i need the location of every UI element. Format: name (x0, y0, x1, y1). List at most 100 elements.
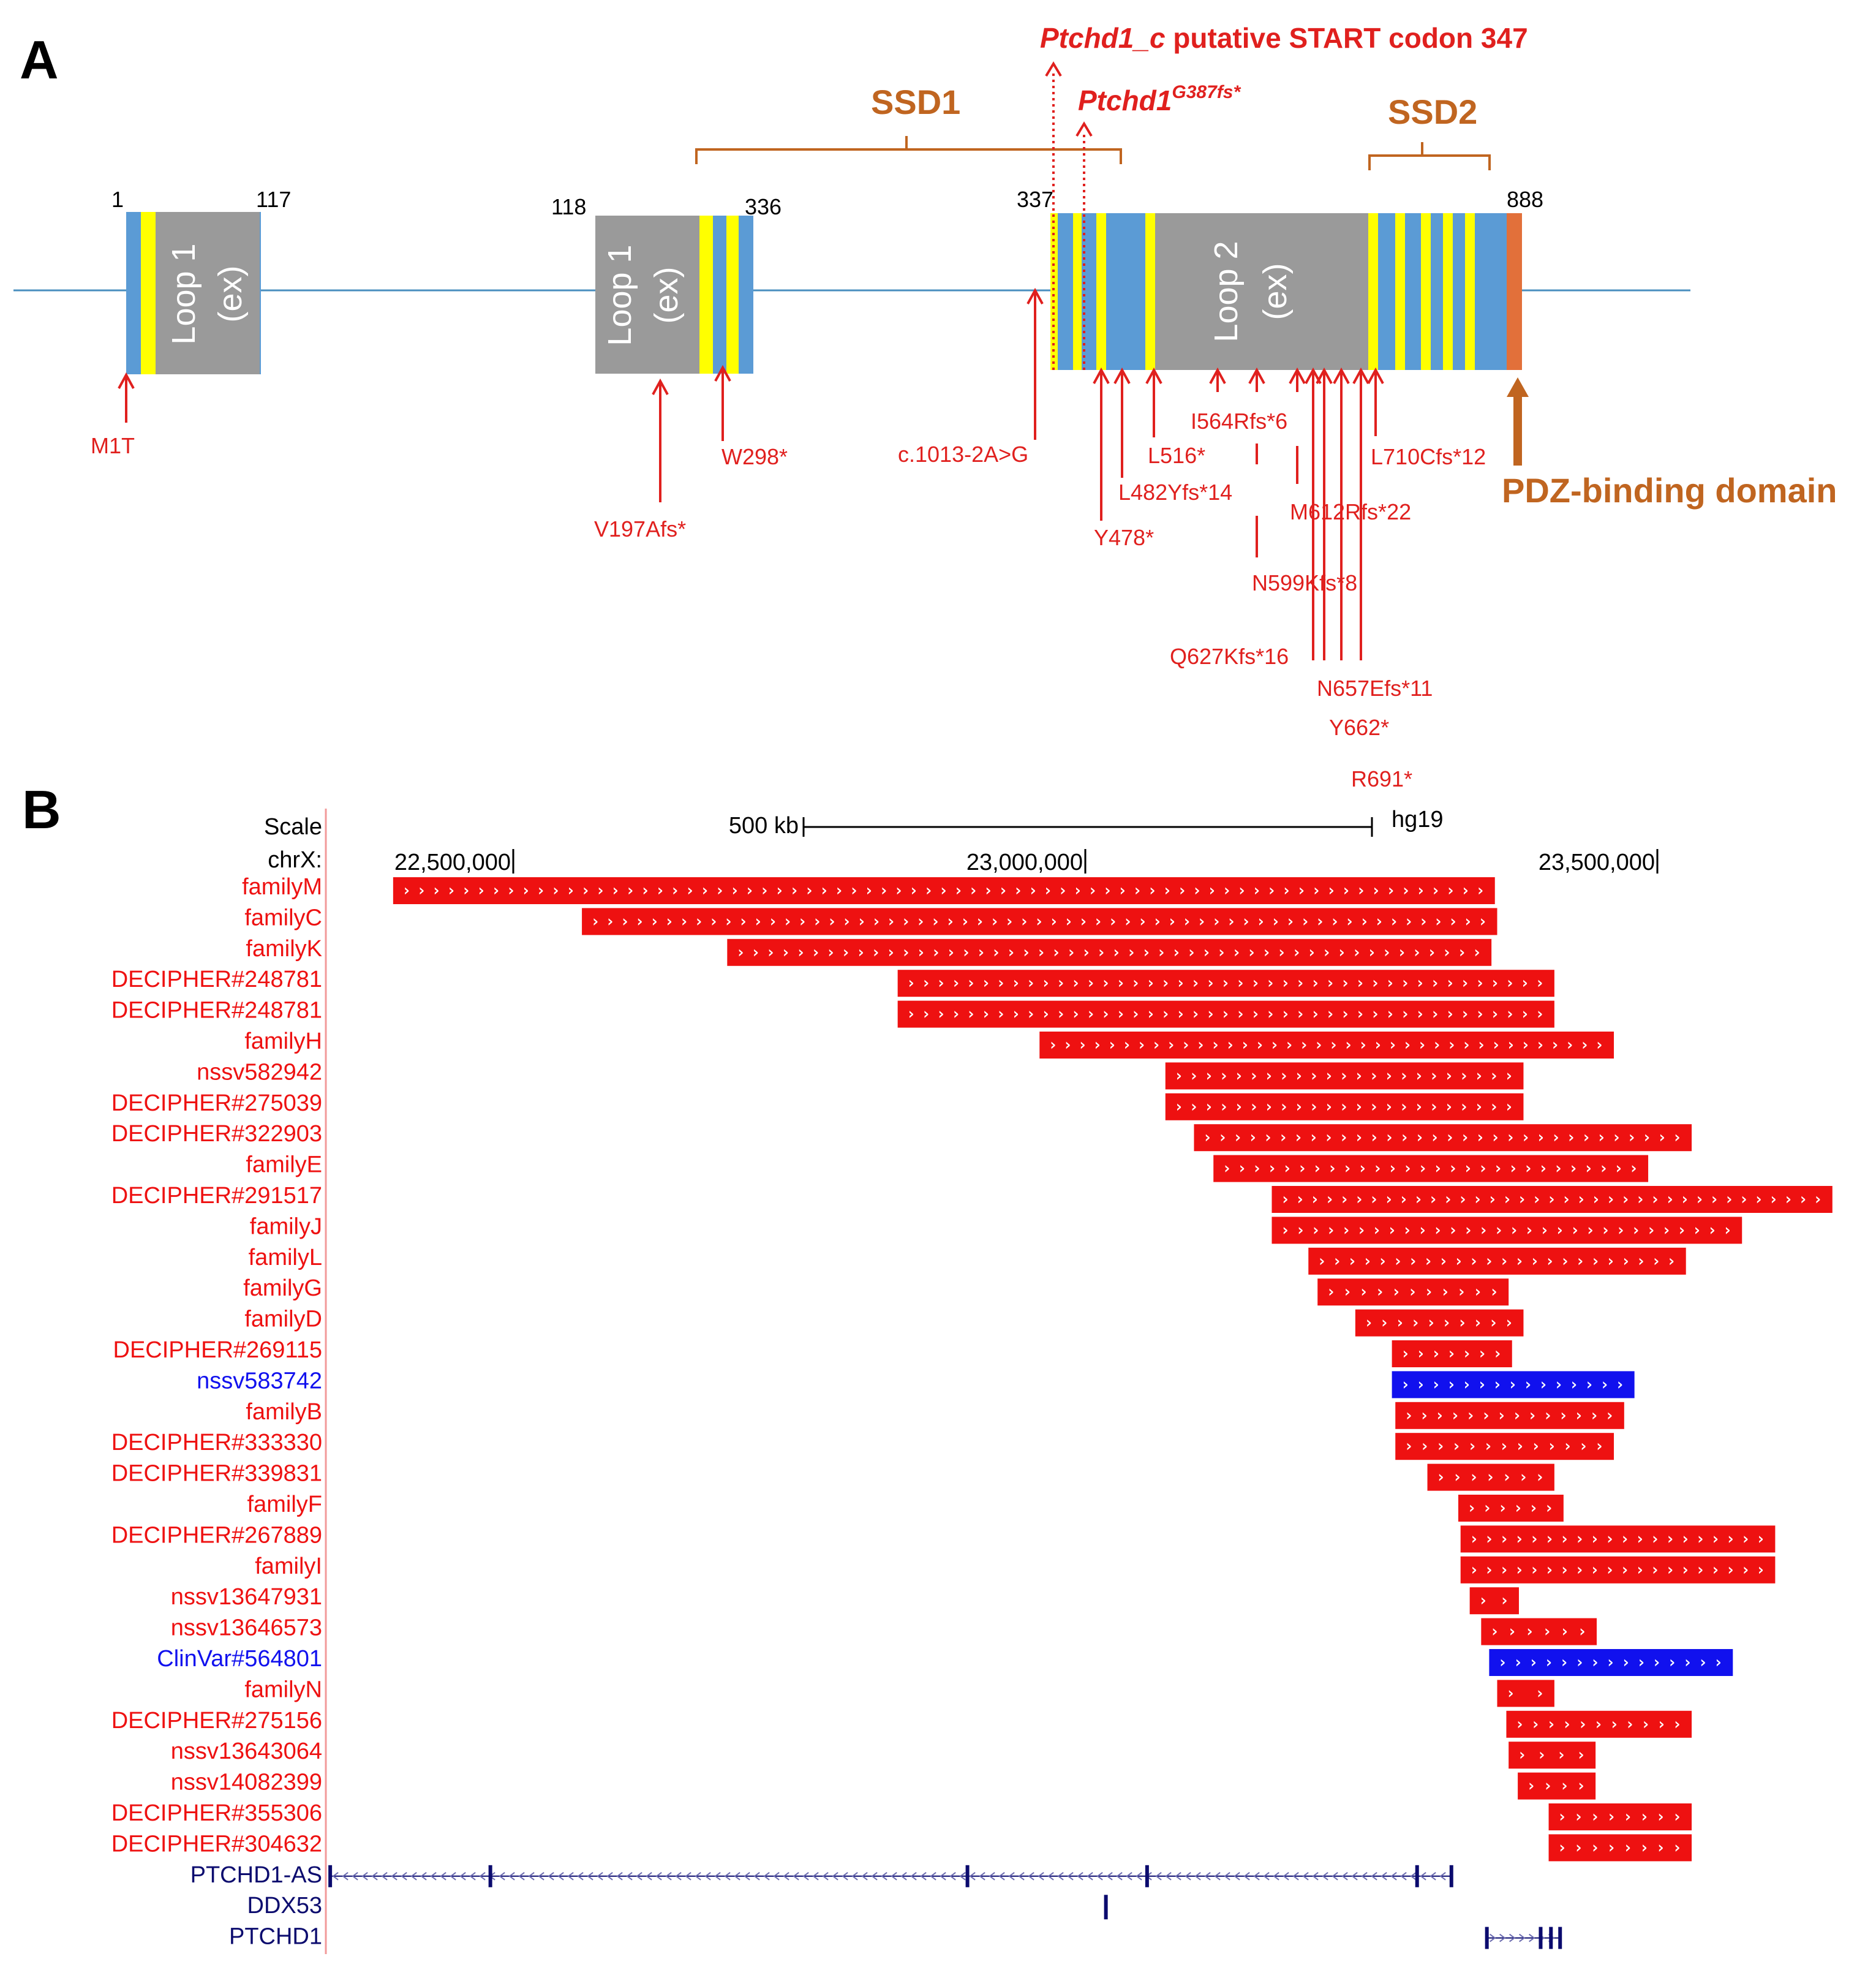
mut-l516: L516* (1148, 443, 1205, 468)
gene-strand-arrow (440, 1872, 446, 1881)
gene-strand-arrow (1155, 1872, 1162, 1881)
gene-strand-arrow (1214, 1872, 1221, 1881)
gene-strand-arrow (881, 1872, 887, 1881)
cnv-bar (1460, 1525, 1776, 1553)
gene-strand-arrow (1106, 1872, 1113, 1881)
g387-base: Ptchd1 (1078, 85, 1172, 116)
gene-strand-arrow (842, 1872, 848, 1881)
cnv-bar (1518, 1772, 1596, 1800)
scale-value: 500 kb (729, 813, 799, 839)
track-label: DECIPHER#322903 (111, 1121, 322, 1147)
pos-117: 117 (256, 187, 291, 212)
mut-w298: W298* (721, 444, 788, 469)
pos-337: 337 (1017, 187, 1053, 212)
gene-label: DDX53 (247, 1893, 323, 1919)
cnv-strand-chevrons: ››››››› (1436, 1468, 1545, 1487)
pdz-orange-segment (1507, 213, 1522, 370)
cnv-strand-chevrons: ››››››››››››››››››››››››››››››››››››› (1280, 1190, 1822, 1209)
gene-strand-arrow (1410, 1872, 1417, 1881)
gene-strand-arrow (1361, 1872, 1368, 1881)
gene-strand-arrow (783, 1872, 789, 1881)
track-label: DECIPHER#248781 (111, 998, 322, 1024)
ssd2-label: SSD2 (1388, 92, 1477, 131)
gene-strand-arrow (352, 1872, 358, 1881)
gene-strand-arrow (1057, 1872, 1064, 1881)
scale-label: Scale (264, 814, 322, 840)
track-label: DECIPHER#275156 (111, 1708, 322, 1734)
start-codon-italic: Ptchd1_c (1040, 22, 1166, 54)
gene-exon (328, 1865, 333, 1887)
gene-strand-arrow (361, 1872, 368, 1881)
gene-strand-arrow (1509, 1933, 1516, 1942)
track-label: familyH (244, 1029, 322, 1054)
gene-strand-arrow (606, 1872, 613, 1881)
gene-strand-arrow (1430, 1872, 1436, 1881)
cnv-bar (1506, 1710, 1692, 1738)
gene-strand-arrow (450, 1872, 456, 1881)
gene-strand-arrow (1243, 1872, 1250, 1881)
chr-label: chrX: (268, 847, 322, 873)
gene-strand-arrow (861, 1872, 868, 1881)
block3-yellow-9 (1465, 213, 1475, 370)
gene-strand-arrow (773, 1872, 780, 1881)
gene-strand-arrow (704, 1872, 711, 1881)
mut-q627: Q627Kfs*16 (1170, 644, 1289, 669)
gene-strand-arrow (548, 1872, 554, 1881)
gene-strand-arrow (1519, 1933, 1526, 1942)
track-label: nssv13646573 (171, 1615, 322, 1641)
gene-strand-arrow (1204, 1872, 1211, 1881)
gene-strand-arrow (1292, 1872, 1299, 1881)
gene-label: PTCHD1-AS (190, 1862, 322, 1888)
track-label: nssv13647931 (171, 1584, 322, 1610)
gene-strand-arrow (410, 1872, 417, 1881)
gene-strand-arrow (763, 1872, 770, 1881)
cnv-bar (1213, 1155, 1649, 1182)
gene-strand-arrow (930, 1872, 936, 1881)
track-label: familyI (255, 1553, 322, 1579)
pdz-label: PDZ-binding domain (1502, 471, 1837, 510)
loop2-grey (1155, 213, 1368, 370)
axis-tick-label: 23,000,000 (966, 850, 1083, 875)
gene-strand-arrow (381, 1872, 388, 1881)
loop1-label-b: Loop 1 (601, 244, 638, 345)
axis-tick-label: 22,500,000 (394, 850, 511, 875)
mut-i564: I564Rfs*6 (1191, 409, 1287, 434)
gene-strand-arrow (371, 1872, 378, 1881)
track-label: familyL (249, 1245, 322, 1270)
block3-yellow-2 (1073, 213, 1082, 370)
cnv-strand-chevrons: ››››››››››››››› (1497, 1653, 1723, 1672)
gene-strand-arrow (979, 1872, 985, 1881)
g387-label: Ptchd1G387fs* (1078, 82, 1241, 116)
gene-strand-arrow (1175, 1872, 1181, 1881)
cnv-strand-chevrons: ››››››››››› (1326, 1283, 1499, 1301)
block3-yellow-8 (1443, 213, 1453, 370)
cnv-tracks: familyM ›››››››››››››››››››››››››››››››››… (111, 874, 1833, 1862)
mut-n657: N657Efs*11 (1317, 676, 1433, 701)
gene-strand-arrow (342, 1872, 348, 1881)
cnv-bar (1427, 1463, 1554, 1491)
gene-strand-arrow (518, 1872, 525, 1881)
gene-strand-arrow (1116, 1872, 1123, 1881)
gene-strand-arrow (1341, 1872, 1348, 1881)
gene-exon (1539, 1927, 1543, 1949)
track-label: ClinVar#564801 (157, 1646, 322, 1672)
track-label: DECIPHER#275039 (111, 1090, 322, 1116)
cnv-bar (897, 1000, 1554, 1028)
track-label: familyE (246, 1152, 322, 1178)
cnv-bar (1497, 1680, 1554, 1707)
cnv-bar (1194, 1124, 1692, 1152)
cnv-strand-chevrons: ››››››››››››››››››››››››››››››››››››››››… (906, 974, 1545, 992)
gene-strand-arrow (332, 1872, 339, 1881)
gene-strand-arrow (802, 1872, 809, 1881)
pos-888: 888 (1507, 187, 1543, 212)
cnv-bar (1481, 1618, 1597, 1645)
cnv-bar (393, 877, 1495, 904)
block3-yellow-7 (1421, 213, 1431, 370)
cnv-strand-chevrons: ››››››› (1401, 1345, 1502, 1363)
gene-strand-arrow (949, 1872, 956, 1881)
gene-strand-arrow (1018, 1872, 1025, 1881)
block2-yellow-band-2 (726, 216, 739, 374)
gene-strand-arrow (1067, 1872, 1074, 1881)
gene-strand-arrow (1096, 1872, 1103, 1881)
